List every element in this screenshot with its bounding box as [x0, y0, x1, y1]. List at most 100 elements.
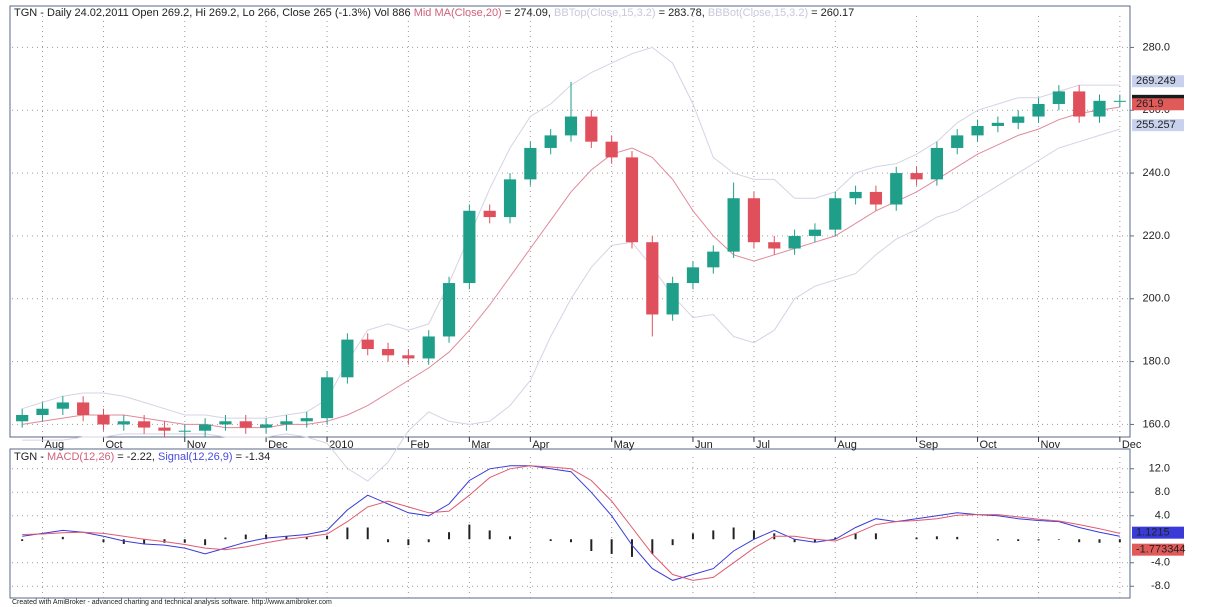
title-part: TGN - [14, 451, 47, 463]
y-tick-label: 220.0 [1142, 230, 1170, 242]
price-tag [1132, 543, 1184, 556]
title-part: = -1.34 [233, 451, 271, 463]
candle-body [564, 116, 578, 136]
price-tag [1132, 75, 1184, 88]
candle-body [320, 377, 334, 419]
price-tag-label: 269.249 [1136, 75, 1176, 87]
y-tick-label: 4.0 [1155, 510, 1170, 522]
candle-body [625, 157, 639, 243]
footer: Created with AmiBroker - advanced charti… [12, 599, 332, 606]
title-part: TGN - Daily 24.02.2011 Open 269.2, Hi 26… [14, 7, 414, 19]
candle-body [16, 415, 29, 422]
candle-body [97, 415, 110, 425]
candle-body [138, 421, 151, 428]
title-part: = -2.22, [114, 451, 158, 463]
candle-body [422, 336, 435, 359]
title-part: MACD(12,26) [47, 451, 114, 463]
candle-body [239, 421, 252, 428]
candle-body [300, 418, 313, 422]
panel-title: TGN - MACD(12,26) = -2.22, Signal(12,26,… [14, 451, 270, 463]
y-tick-label: 8.0 [1155, 486, 1170, 498]
candle-body [463, 210, 476, 284]
x-tick-label: Oct [105, 439, 122, 451]
candle-body [402, 355, 415, 359]
candle-body [199, 424, 212, 431]
candle-body [483, 210, 496, 218]
candle-body [1093, 100, 1106, 117]
price-tag [1132, 119, 1184, 132]
candle-body [442, 283, 456, 337]
candle-body [36, 408, 49, 416]
x-tick-label: Nov [1041, 439, 1061, 451]
title-part: BBTop(Close,15,3.2) [554, 7, 656, 19]
x-tick-label: 2010 [329, 439, 353, 451]
x-tick-label: Dec [268, 439, 288, 451]
candle-body [77, 402, 90, 416]
x-tick-label: Nov [187, 439, 207, 451]
x-tick-label: Aug [837, 439, 857, 451]
candle-body [829, 198, 842, 230]
x-tick-label: Feb [410, 439, 429, 451]
candle-body [930, 147, 943, 180]
candle-body [686, 267, 700, 284]
y-tick-label: 180.0 [1142, 356, 1170, 368]
price-panel-frame [9, 5, 1131, 438]
candle-body [666, 283, 679, 315]
price-tag-label: 1.1215 [1136, 527, 1170, 539]
candle-body [503, 179, 517, 218]
price-tag-label: 261.9 [1136, 98, 1164, 110]
x-tick-label: Aug [44, 439, 64, 451]
candle-body [727, 198, 740, 252]
price-tag-label: -1.773344 [1136, 544, 1186, 556]
indicator-line [22, 128, 1120, 482]
x-tick-label: Sep [919, 439, 939, 451]
candle-body [585, 116, 598, 142]
candle-body [1032, 103, 1045, 117]
candle-body [341, 339, 354, 378]
y-tick-label: 200.0 [1142, 293, 1170, 305]
candle-body [890, 173, 903, 205]
candle-body [178, 430, 191, 432]
y-tick-label: 12.0 [1149, 463, 1170, 475]
x-tick-label: Jun [695, 439, 713, 451]
y-tick-label: 160.0 [1142, 418, 1170, 430]
candle-body [788, 235, 801, 249]
x-tick-label: Apr [532, 439, 549, 451]
x-tick-label: Mar [471, 439, 490, 451]
candle-body [910, 173, 923, 180]
candle-body [1113, 100, 1126, 102]
candle-body [991, 122, 1004, 126]
y-tick-label: -4.0 [1151, 557, 1170, 569]
candle-body [544, 135, 557, 148]
candle-body [381, 349, 395, 356]
y-tick-label: 280.0 [1142, 41, 1170, 53]
x-tick-label: Jul [756, 439, 770, 451]
y-tick-label: 240.0 [1142, 167, 1170, 179]
candle-body [1073, 91, 1086, 117]
candle-body [158, 427, 171, 431]
price-tag-label: 255.257 [1136, 119, 1176, 131]
candle-body [361, 339, 374, 350]
price-tag [1132, 526, 1184, 539]
candle-body [951, 135, 964, 148]
title-part: BBBot(Close,15,3.2) [708, 7, 808, 19]
macd-line [22, 465, 1120, 581]
candle-body [1052, 91, 1065, 104]
y-tick-label: -8.0 [1151, 580, 1170, 592]
macd-panel-frame [9, 448, 1131, 599]
title-part: Mid MA(Close,20) [414, 7, 502, 19]
title-part: = 274.09, [502, 7, 554, 19]
candle-body [808, 229, 822, 236]
candle-body [219, 421, 232, 425]
candle-body [646, 242, 659, 315]
x-tick-label: Oct [980, 439, 997, 451]
title-part: Signal(12,26,9) [158, 451, 233, 463]
price-tag [1132, 98, 1184, 111]
candle-body [56, 402, 69, 409]
candle-body [869, 191, 883, 205]
macd-line [22, 465, 1120, 581]
title-part: = 283.78, [656, 7, 708, 19]
candle-body [605, 141, 618, 158]
candle-body [768, 242, 781, 249]
